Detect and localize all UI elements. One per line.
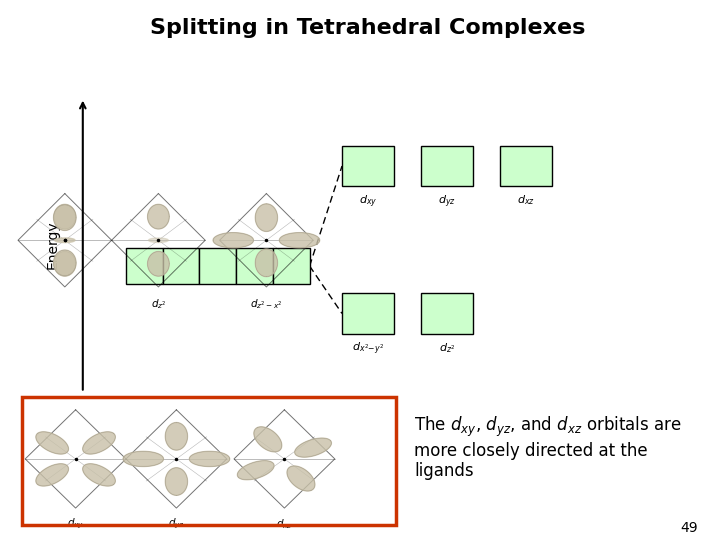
Polygon shape	[83, 432, 115, 454]
Bar	[421, 293, 473, 334]
Text: $d_{z^2-x^2}$: $d_{z^2-x^2}$	[250, 297, 283, 310]
Polygon shape	[189, 451, 230, 467]
Bar	[236, 248, 273, 285]
Text: Splitting in Tetrahedral Complexes: Splitting in Tetrahedral Complexes	[150, 18, 585, 38]
Text: 49: 49	[681, 521, 698, 535]
Polygon shape	[256, 204, 277, 231]
Polygon shape	[83, 464, 115, 486]
Text: The $d_{xy}$, $d_{yz}$, and $d_{xz}$ orbitals are
more closely directed at the
l: The $d_{xy}$, $d_{yz}$, and $d_{xz}$ orb…	[414, 415, 682, 481]
Bar	[421, 146, 473, 186]
Bar	[500, 146, 552, 186]
Text: $d_{yz}$: $d_{yz}$	[168, 517, 185, 531]
Polygon shape	[53, 250, 76, 275]
Text: $d_{xy}$: $d_{xy}$	[359, 193, 377, 210]
Text: $d_{z^2}$: $d_{z^2}$	[150, 297, 166, 310]
Polygon shape	[148, 238, 168, 242]
Bar	[126, 248, 163, 285]
Polygon shape	[54, 204, 76, 229]
Text: $d_{xz}$: $d_{xz}$	[518, 193, 535, 207]
Polygon shape	[166, 423, 187, 450]
Polygon shape	[294, 438, 331, 457]
Polygon shape	[256, 249, 277, 276]
Polygon shape	[166, 468, 187, 495]
Text: $d_{x^2\!-\!y^2}$: $d_{x^2\!-\!y^2}$	[351, 341, 384, 357]
Text: $d_{xz}$: $d_{xz}$	[276, 517, 293, 531]
Bar	[273, 248, 310, 285]
Polygon shape	[55, 238, 75, 242]
Polygon shape	[55, 238, 75, 242]
Polygon shape	[287, 466, 315, 491]
Polygon shape	[36, 464, 68, 486]
Polygon shape	[123, 451, 163, 467]
Bar	[342, 293, 394, 334]
Polygon shape	[36, 432, 68, 454]
Polygon shape	[238, 461, 274, 480]
Polygon shape	[279, 233, 320, 248]
Text: $d_{z^2}$: $d_{z^2}$	[439, 341, 455, 355]
Text: $d_{yz}$: $d_{yz}$	[438, 193, 456, 210]
Bar	[22, 397, 396, 525]
Polygon shape	[53, 205, 76, 231]
Polygon shape	[213, 233, 253, 248]
Polygon shape	[54, 252, 76, 276]
Text: $d_{xy}$: $d_{xy}$	[67, 517, 84, 531]
Polygon shape	[148, 204, 169, 229]
Bar	[199, 248, 236, 285]
Text: Energy: Energy	[45, 221, 60, 269]
Bar	[163, 248, 199, 285]
Polygon shape	[254, 427, 282, 452]
Polygon shape	[148, 252, 169, 276]
Bar	[342, 146, 394, 186]
